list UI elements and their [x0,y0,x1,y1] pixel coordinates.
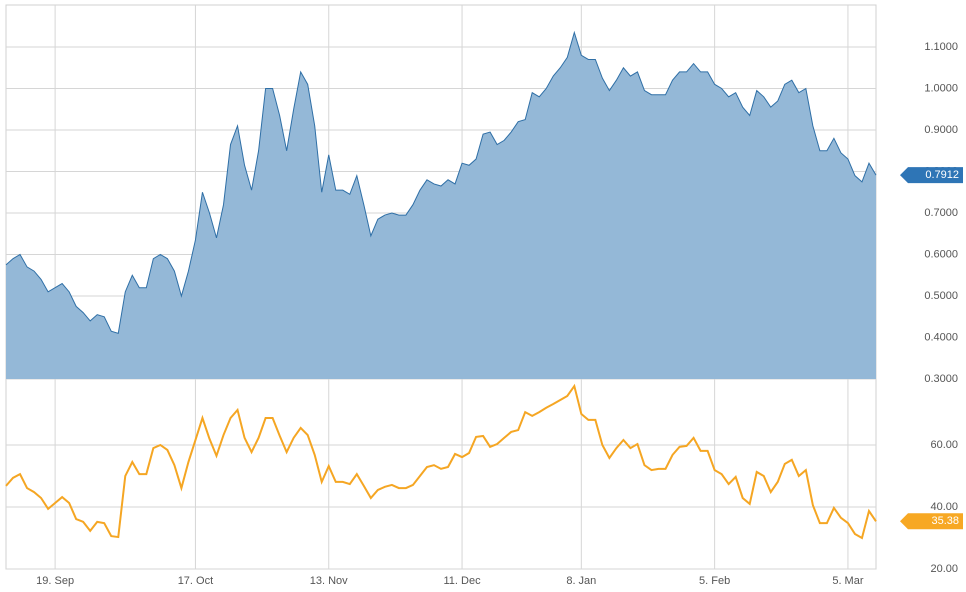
y-tick-label: 1.0000 [924,82,958,94]
y-tick-label: 0.9000 [924,124,958,136]
y-tick-label: 0.4000 [924,331,958,343]
area [6,32,876,379]
y-tick-label: 0.3000 [924,373,958,385]
last-value-label: 0.7912 [925,169,959,181]
y-tick-label: 60.00 [930,439,958,451]
x-tick-label: 5. Feb [699,575,730,587]
y-tick-label: 20.00 [930,563,958,575]
y-tick-label: 0.5000 [924,290,958,302]
last-value-label: 35.38 [931,515,959,527]
x-tick-label: 19. Sep [36,575,74,587]
last-value-tag [900,513,963,530]
line [5,383,877,540]
y-tick-label: 0.7000 [924,207,958,219]
x-tick-label: 13. Nov [310,575,348,587]
y-tick-label: 40.00 [930,501,958,513]
line [5,30,877,334]
x-tick-label: 17. Oct [178,575,213,587]
x-tick-label: 5. Mar [832,575,864,587]
y-tick-label: 0.6000 [924,248,958,260]
x-tick-label: 11. Dec [444,575,482,587]
last-value-tag [900,167,963,184]
x-tick-label: 8. Jan [566,575,596,587]
y-tick-label: 1.1000 [924,41,958,53]
